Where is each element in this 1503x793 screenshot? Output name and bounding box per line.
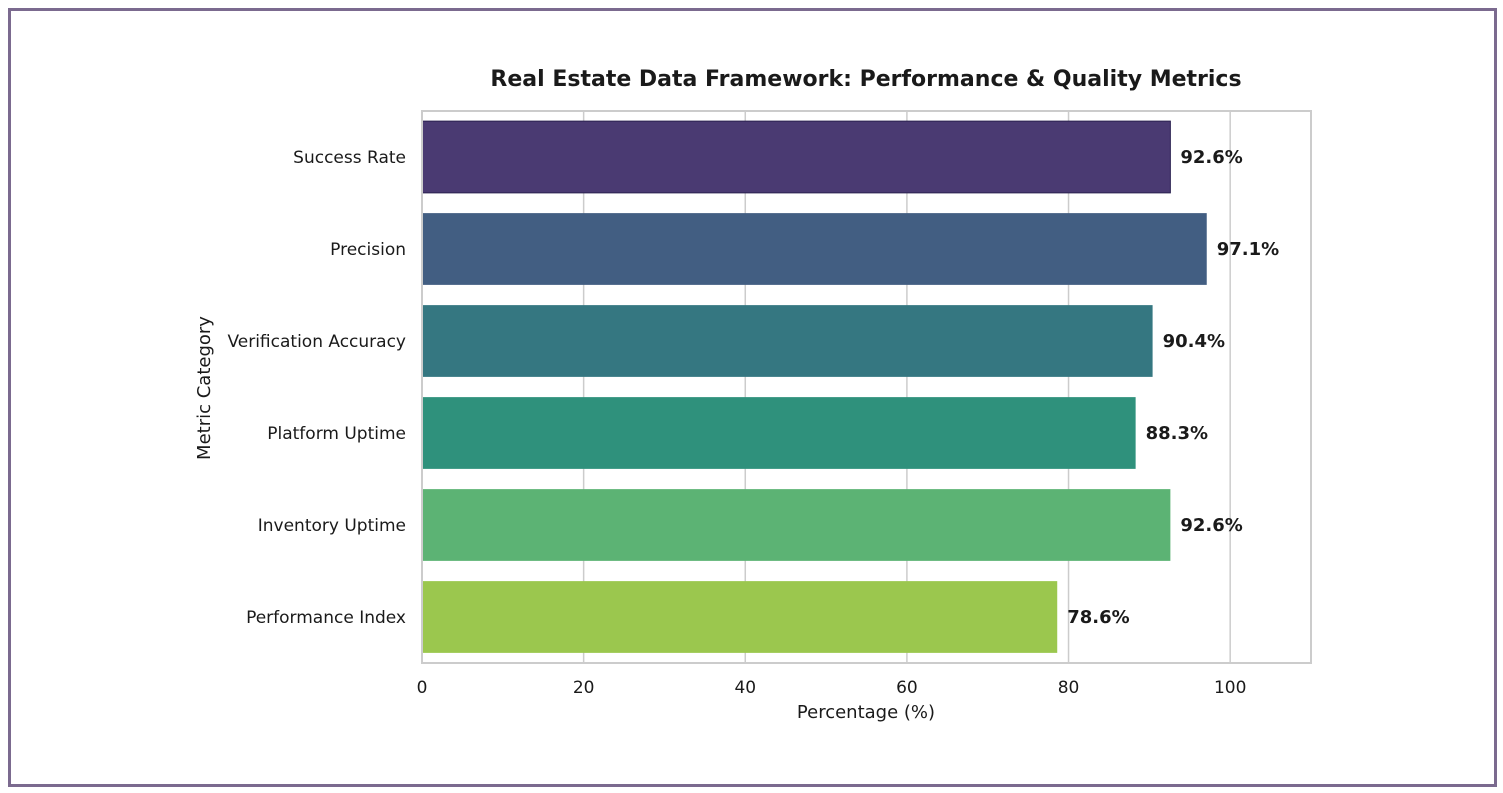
x-tick-label: 80 [1058,678,1080,698]
bar [421,120,1171,194]
x-tick-label: 20 [573,678,595,698]
grid-lines [421,111,1231,663]
bar [422,305,1153,377]
bar [422,213,1207,285]
x-tick-label: 0 [417,678,428,698]
y-tick-label: Verification Accuracy [227,332,406,352]
x-tick-label: 100 [1214,678,1246,698]
chart-title: Real Estate Data Framework: Performance … [490,67,1241,92]
y-tick-label: Precision [330,240,406,260]
value-labels: 92.6% 97.1% 90.4% 88.3% 92.6% 78.6% [1067,147,1279,628]
x-axis-label: Percentage (%) [797,702,935,723]
bar-value-label: 78.6% [1067,607,1129,628]
bar-value-label: 90.4% [1163,331,1225,352]
y-tick-label: Inventory Uptime [258,516,406,536]
y-tick-label: Performance Index [246,608,406,628]
bar-value-label: 88.3% [1146,423,1208,444]
bar-value-label: 97.1% [1217,239,1279,260]
x-tick-label: 40 [734,678,756,698]
bars [421,120,1207,653]
bar-value-label: 92.6% [1180,515,1242,536]
x-tick-labels: 0 20 40 60 80 100 [417,678,1247,698]
bar [422,581,1058,653]
bar [422,489,1171,561]
plot-area-border [421,110,1312,664]
y-tick-labels: Success Rate Precision Verification Accura… [227,148,406,628]
y-axis-label: Metric Category [194,316,215,460]
x-tick-label: 60 [896,678,918,698]
y-tick-label: Platform Uptime [267,424,406,444]
y-tick-label: Success Rate [293,148,406,168]
bar-value-label: 92.6% [1180,147,1242,168]
bar [422,397,1136,469]
